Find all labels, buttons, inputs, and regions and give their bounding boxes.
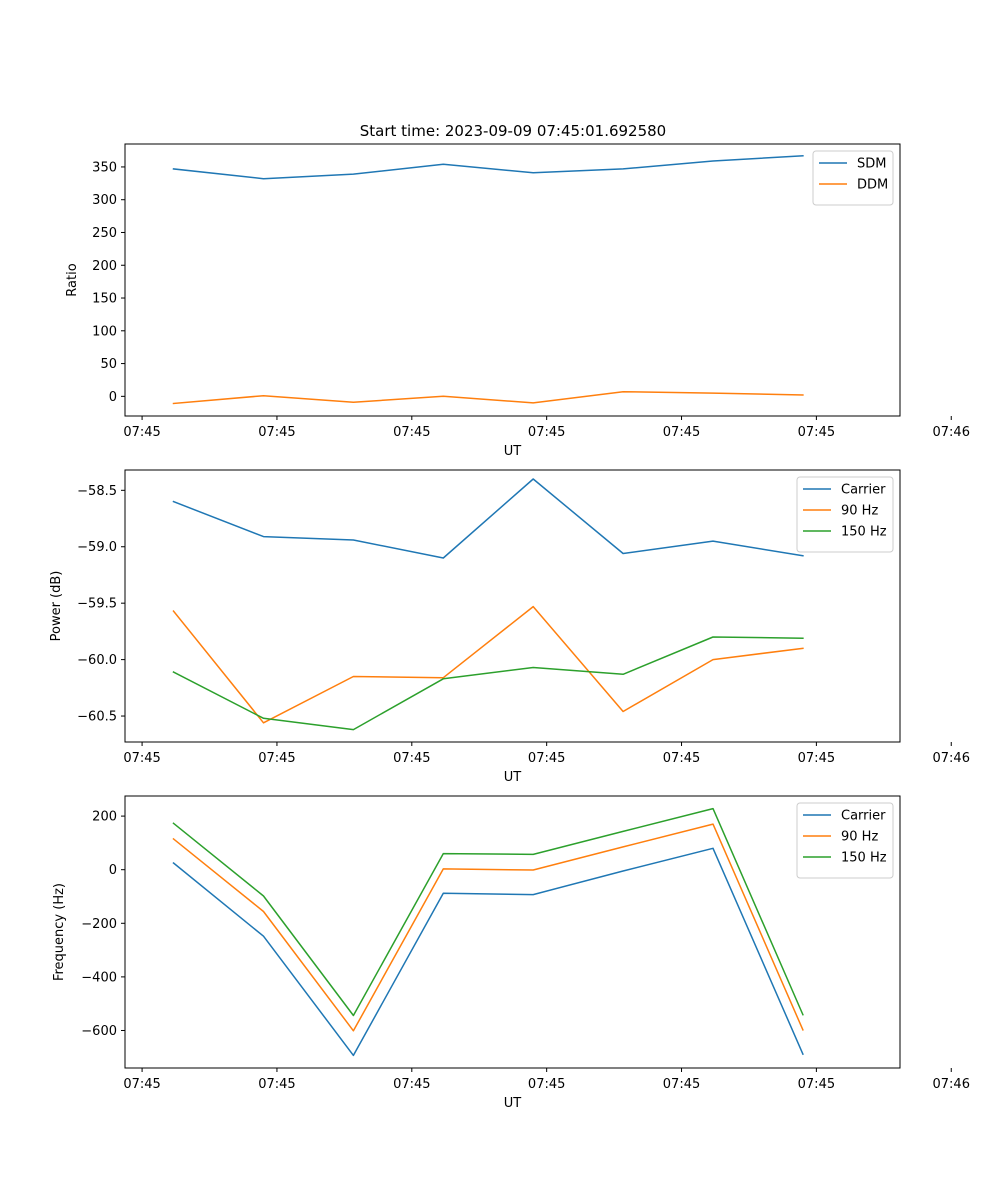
y-tick-label: 200 [92,810,117,825]
legend-label: 90 Hz [841,830,878,845]
y-tick-label: −59.5 [77,597,117,612]
frequency-panel: 07:45 07:45 07:45 07:45 07:45 07:45 07:46 −600 −… [52,795,970,1111]
x-tick-label: 07:45 [123,1077,160,1092]
x-tick-label: 07:45 [798,1077,835,1092]
x-tick-label: 07:45 [663,751,700,766]
y-tick-label: 350 [92,160,117,175]
legend: SDM DDM [812,150,894,206]
y-axis-label: Frequency (Hz) [52,883,67,981]
y-axis-label: Ratio [65,263,80,296]
x-axis-label: UT [504,444,522,459]
y-tick-label: 0 [109,863,117,878]
y-tick-label: 200 [92,259,117,274]
series-line-sdm [172,155,804,180]
legend-label: SDM [857,157,886,172]
y-tick-label: −400 [81,970,117,985]
series-line-carrier [172,847,804,1057]
x-tick-label: 07:45 [123,751,160,766]
legend-box [796,476,894,553]
power-panel: 07:45 07:45 07:45 07:45 07:45 07:45 07:46 −60.5… [49,469,970,785]
x-tick-label: 07:45 [393,425,430,440]
x-tick-label: 07:46 [933,1077,970,1092]
legend-label: 90 Hz [841,504,878,519]
series-line-carrier [172,478,804,559]
legend-label: DDM [857,178,888,193]
series-group [172,478,804,731]
x-tick-label: 07:45 [258,751,295,766]
legend-label: Carrier [841,483,886,498]
y-tick-label: 300 [92,193,117,208]
series-group [172,807,804,1057]
y-tick-label: 150 [92,292,117,307]
x-tick-label: 07:45 [663,425,700,440]
series-line-150-hz [172,807,804,1017]
figure-title: Start time: 2023-09-09 07:45:01.692580 [360,122,666,140]
x-tick-label: 07:45 [258,425,295,440]
x-tick-label: 07:45 [123,425,160,440]
series-group [172,155,804,405]
x-tick-label: 07:45 [393,1077,430,1092]
y-tick-label: −60.5 [77,710,117,725]
y-tick-label: 100 [92,324,117,339]
legend-label: Carrier [841,809,886,824]
legend-box [812,150,894,206]
legend-label: 150 Hz [841,851,887,866]
x-tick-label: 07:45 [798,751,835,766]
x-tick-label: 07:45 [528,425,565,440]
x-tick-label: 07:45 [393,751,430,766]
axes-frame [124,795,901,1069]
y-tick-label: −60.0 [77,653,117,668]
y-tick-label: 250 [92,226,117,241]
x-tick-label: 07:45 [528,1077,565,1092]
x-axis-label: UT [504,1096,522,1111]
x-tick-label: 07:45 [528,751,565,766]
axes-frame [124,143,901,417]
y-tick-label: −58.5 [77,484,117,499]
legend-box [796,802,894,879]
x-tick-label: 07:45 [663,1077,700,1092]
series-line-ddm [172,390,804,405]
x-tick-label: 07:46 [933,751,970,766]
legend: Carrier 90 Hz 150 Hz [796,476,894,553]
axes-frame [124,469,901,743]
y-axis-label: Power (dB) [49,571,64,642]
y-tick-label: 0 [109,390,117,405]
y-tick-label: −59.0 [77,540,117,555]
series-line-90-hz [172,823,804,1032]
ratio-panel: 07:45 07:45 07:45 07:45 07:45 07:45 07:46 0 50 10… [65,143,970,459]
series-line-90-hz [172,605,804,724]
legend-label: 150 Hz [841,525,887,540]
y-tick-label: 50 [100,357,117,372]
x-axis-label: UT [504,770,522,785]
legend: Carrier 90 Hz 150 Hz [796,802,894,879]
x-tick-label: 07:46 [933,425,970,440]
y-tick-label: −600 [81,1024,117,1039]
x-tick-label: 07:45 [258,1077,295,1092]
x-tick-label: 07:45 [798,425,835,440]
y-tick-label: −200 [81,917,117,932]
series-line-150-hz [172,636,804,731]
